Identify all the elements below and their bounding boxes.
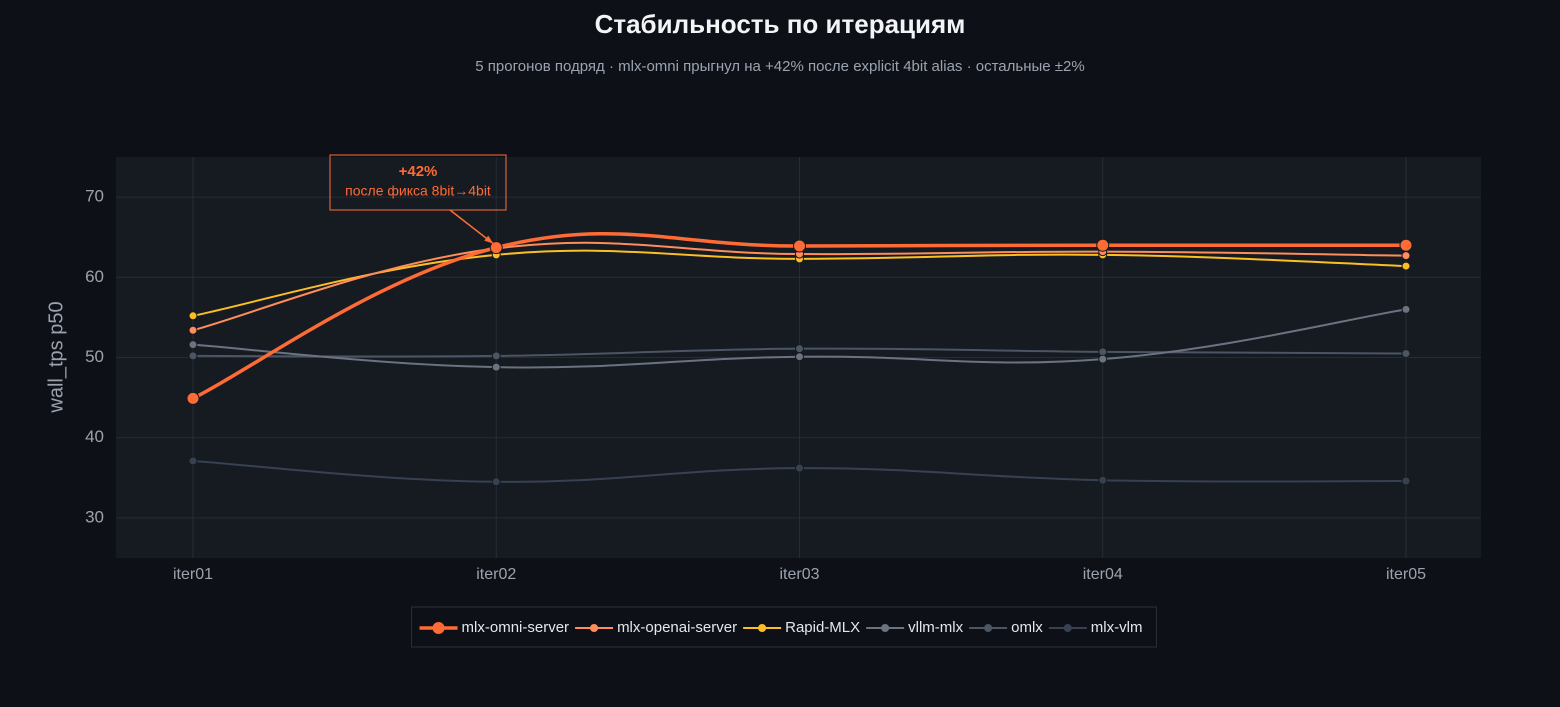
chart-subtitle: 5 прогонов подряд · mlx-omni прыгнул на … [475,58,1084,75]
y-tick-label: 70 [85,187,104,206]
legend-item[interactable]: Rapid-MLX [743,619,860,636]
data-point [795,352,804,362]
legend-marker [758,624,767,632]
annotation-box [329,154,507,211]
y-axis-label: wall_tps p50 [45,301,67,413]
annotation-title: +42% [399,163,438,180]
data-point [1098,475,1108,485]
legend-item[interactable]: omlx [969,619,1043,636]
data-point [491,362,501,372]
x-tick-label: iter01 [173,566,213,583]
data-point [1401,251,1411,261]
annotation: +42% после фикса 8bit→4bit [329,154,507,245]
data-point [491,351,501,361]
data-point [188,311,198,321]
data-point [188,325,198,335]
annotation-arrow [449,209,494,245]
x-tick-label: iter04 [1083,566,1123,583]
legend-label: omlx [1011,619,1043,636]
data-point [1401,261,1411,271]
legend-marker [881,624,890,632]
data-point [795,344,804,354]
legend-marker [432,622,445,634]
data-point [1098,354,1108,364]
legend-item[interactable]: mlx-openai-server [575,619,737,636]
legend-marker [590,624,599,632]
y-tick-label: 50 [85,347,104,366]
legend-item[interactable]: mlx-vlm [1048,619,1143,636]
legend-item[interactable]: mlx-omni-server [419,619,570,636]
x-tick-label: iter02 [476,566,516,583]
legend-label: mlx-omni-server [462,619,570,636]
annotation-arrowhead [484,235,494,244]
data-point [793,239,806,253]
legend-label: mlx-vlm [1091,619,1143,636]
legend-box [411,606,1157,648]
legend: mlx-omni-server mlx-openai-server Rapid-ML… [411,606,1157,648]
data-point [188,351,198,361]
series-lines [186,232,1413,487]
data-point [186,391,200,405]
legend-label: Rapid-MLX [785,619,860,636]
y-tick-label: 60 [85,267,104,286]
data-point [1401,304,1411,314]
y-tick-label: 40 [85,427,104,446]
data-point [1401,348,1411,358]
data-point [1399,238,1413,252]
data-point [1401,476,1411,486]
chart-title: Стабильность по итерациям [595,9,966,39]
data-point [489,241,503,255]
data-point [188,456,198,466]
legend-marker [1063,624,1072,632]
data-point [491,477,501,487]
x-tick-label: iter03 [779,566,819,583]
data-point [1096,238,1110,252]
annotation-text: после фикса 8bit→4bit [345,183,491,199]
legend-label: mlx-openai-server [617,619,737,636]
legend-label: vllm-mlx [908,619,963,636]
data-point [795,463,804,473]
legend-item[interactable]: vllm-mlx [866,619,964,636]
x-tick-label: iter05 [1386,566,1426,583]
legend-marker [984,624,993,632]
data-point [188,340,198,350]
y-tick-label: 30 [85,507,104,526]
